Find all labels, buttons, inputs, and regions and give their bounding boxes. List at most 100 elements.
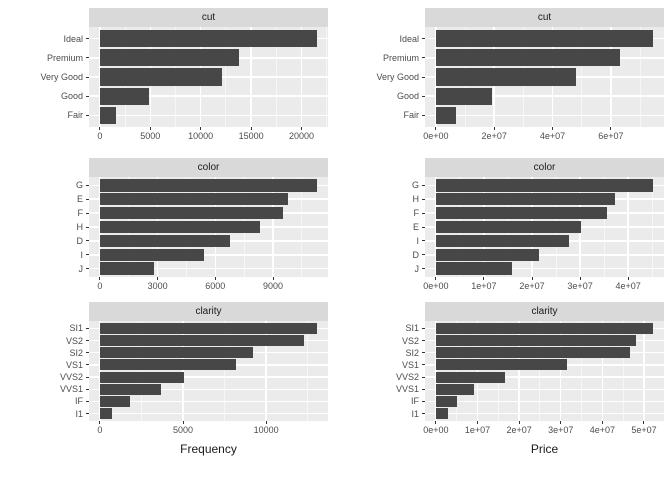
gridline-major bbox=[99, 321, 101, 421]
x-tick-mark bbox=[300, 127, 302, 130]
bar-vs1 bbox=[99, 359, 236, 371]
x-tick-label: 20000 bbox=[288, 131, 314, 141]
y-tick-mark bbox=[86, 226, 89, 228]
y-axis-label-vs1: VS1 bbox=[401, 359, 419, 370]
x-tick-label: 10000 bbox=[188, 131, 214, 141]
bar-i1 bbox=[99, 408, 113, 420]
bar-vs2 bbox=[99, 335, 304, 346]
x-tick-mark bbox=[149, 127, 151, 130]
bar-e bbox=[435, 220, 581, 234]
y-axis-label-i1: I1 bbox=[75, 408, 83, 419]
y-axis-label-very-good: Very Good bbox=[376, 72, 419, 82]
panel-clarity-frequency bbox=[89, 321, 328, 421]
x-axis-color-frequency: 0 3000 6000 9000 bbox=[89, 277, 328, 293]
y-axis-label-e: E bbox=[412, 222, 419, 232]
plot-area-clarity-price: SI1 VS2 SI2 VS1 VVS2 VVS1 IF I1 bbox=[336, 321, 672, 421]
bar-vs1 bbox=[435, 359, 567, 371]
bar-g bbox=[99, 179, 318, 192]
x-tick-label: 4e+07 bbox=[615, 281, 641, 291]
y-axis-label-si2: SI2 bbox=[405, 347, 419, 358]
y-tick-mark bbox=[422, 340, 425, 341]
gridline-major-y bbox=[89, 254, 328, 256]
x-tick-mark bbox=[157, 277, 159, 280]
y-axis-label-vs2: VS2 bbox=[401, 335, 419, 346]
y-tick-mark bbox=[422, 240, 425, 242]
chart-clarity-price: clarity SI1 VS2 SI2 VS1 VVS2 VVS1 IF I1 0e+00 1e+0… bbox=[336, 302, 672, 480]
y-tick-mark bbox=[86, 413, 89, 415]
x-axis-cut-frequency: 0 5000 10000 15000 20000 bbox=[89, 127, 328, 143]
gridline-minor bbox=[224, 321, 226, 421]
bar-d bbox=[99, 234, 231, 248]
y-axis-label-vvs1: VVS1 bbox=[395, 384, 419, 395]
bar-f bbox=[435, 206, 607, 220]
x-tick-mark bbox=[601, 421, 603, 424]
plot-area-clarity-frequency: SI1 VS2 SI2 VS1 VVS2 VVS1 IF I1 bbox=[0, 321, 336, 421]
plot-area-cut-frequency: Ideal Premium Very Good Good Fair bbox=[0, 27, 336, 127]
facet-strip-clarity-frequency: clarity bbox=[89, 302, 328, 321]
y-axis-label-vs2: VS2 bbox=[65, 335, 83, 346]
facet-strip-clarity-price: clarity bbox=[425, 302, 664, 321]
chart-color-frequency: color G E F H D I J 0 3000 6000 9000 bbox=[0, 158, 336, 302]
x-tick-mark bbox=[435, 277, 437, 280]
gridline-major-y bbox=[89, 95, 328, 97]
bar-si2 bbox=[435, 347, 630, 359]
y-tick-mark bbox=[86, 240, 89, 242]
bar-vvs1 bbox=[435, 383, 475, 395]
panel-cut-price bbox=[425, 27, 664, 127]
y-axis-label-vvs1: VVS1 bbox=[59, 384, 83, 395]
x-axis-cut-price: 0e+00 2e+07 4e+07 6e+07 bbox=[423, 127, 664, 143]
gridline-minor bbox=[539, 321, 541, 421]
y-tick-mark bbox=[86, 388, 89, 390]
bar-good bbox=[99, 87, 150, 105]
gridline-major-y bbox=[425, 114, 664, 117]
x-tick-mark bbox=[182, 421, 184, 424]
gridline-major-y bbox=[425, 267, 664, 270]
facet-strip-cut-frequency: cut bbox=[89, 8, 328, 27]
y-tick-mark bbox=[422, 212, 425, 214]
bar-i bbox=[435, 234, 569, 248]
y-tick-mark bbox=[86, 254, 89, 256]
bar-very-good bbox=[99, 68, 222, 86]
bar-vvs1 bbox=[99, 383, 161, 395]
x-tick-label: 0e+00 bbox=[423, 425, 449, 435]
gridline-major-y bbox=[89, 400, 328, 403]
chart-cut-price: cut Ideal Premium Very Good Good Fair 0e+00 2e+… bbox=[336, 8, 672, 158]
gridline-major bbox=[265, 321, 267, 421]
x-axis-clarity-price: 0e+00 1e+07 2e+07 3e+07 4e+07 5e+07 bbox=[423, 421, 664, 437]
y-axis-label-f: F bbox=[77, 208, 84, 219]
y-tick-mark bbox=[422, 388, 425, 390]
x-tick-mark bbox=[552, 127, 554, 130]
gridline-minor bbox=[307, 321, 309, 421]
gridline-minor bbox=[581, 321, 583, 421]
panel-color-frequency bbox=[89, 177, 328, 277]
y-axis-label-i1: I1 bbox=[411, 408, 419, 419]
x-axis-clarity-frequency: 0 5000 10000 bbox=[89, 421, 328, 437]
y-axis-label-vvs2: VVS2 bbox=[395, 372, 419, 383]
y-axis-label-d: D bbox=[76, 235, 84, 246]
y-tick-mark bbox=[422, 254, 425, 256]
facet-title: cut bbox=[201, 12, 216, 23]
x-tick-mark bbox=[265, 421, 267, 424]
bar-if bbox=[435, 396, 458, 407]
x-tick-mark bbox=[99, 421, 101, 424]
bar-d bbox=[435, 248, 540, 262]
y-axis-label-i: I bbox=[80, 249, 83, 260]
y-axis-label-h: H bbox=[412, 194, 420, 205]
x-tick-label: 3e+07 bbox=[548, 425, 574, 435]
y-axis-label-if: IF bbox=[411, 396, 419, 407]
x-tick-label: 0e+00 bbox=[423, 281, 449, 291]
y-axis-label-good: Good bbox=[396, 91, 419, 102]
y-tick-mark bbox=[86, 76, 89, 78]
gridline-major bbox=[182, 321, 184, 421]
bar-j bbox=[435, 262, 513, 275]
x-tick-mark bbox=[579, 277, 581, 280]
facet-title: color bbox=[197, 162, 220, 173]
y-tick-mark bbox=[86, 38, 89, 40]
bar-vvs2 bbox=[99, 371, 185, 383]
bar-very-good bbox=[435, 68, 577, 86]
gridline-major-y bbox=[425, 412, 664, 415]
x-tick-mark bbox=[476, 421, 478, 424]
y-axis-label-si2: SI2 bbox=[69, 347, 83, 358]
bar-ideal bbox=[99, 29, 318, 48]
